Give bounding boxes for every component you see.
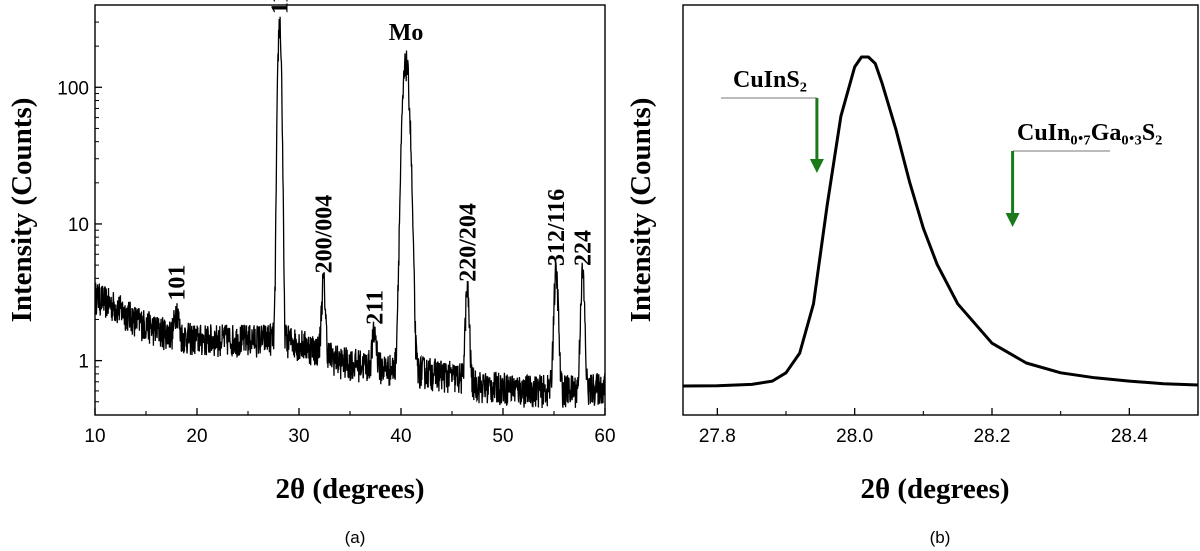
peak-label: 211 xyxy=(362,290,388,325)
x-tick-label: 60 xyxy=(594,426,615,447)
panel-b-ticks: 27.8 28.0 28.2 28.4 xyxy=(699,408,1199,447)
peak-label: Mo xyxy=(389,20,424,46)
panel-b-annotations: CuInS₂ CuIn₀.₇Ga₀.₃S₂ xyxy=(721,67,1162,227)
panel-b: 27.8 28.0 28.2 28.4 CuInS₂ CuIn₀.₇Ga₀.₃S₂ 2θ… xyxy=(625,4,1199,547)
x-tick-label: 50 xyxy=(492,426,513,447)
panel-a: 10 20 30 40 50 60 1 10 100 101 112 200/004 211 Mo 220… xyxy=(6,0,616,547)
peak-label: 224 xyxy=(571,230,597,266)
annotation-label-cuingas2: CuIn₀.₇Ga₀.₃S₂ xyxy=(1017,120,1162,146)
peak-label: 112 xyxy=(268,0,294,14)
panel-a-x-axis-title: 2θ (degrees) xyxy=(275,473,424,505)
peak-label: 101 xyxy=(165,265,191,301)
panel-b-frame xyxy=(682,4,1199,416)
panel-b-x-axis-title: 2θ (degrees) xyxy=(860,473,1009,505)
peak-label: 312/116 xyxy=(544,189,570,266)
x-tick-label: 30 xyxy=(288,426,309,447)
panel-a-y-axis-title: Intensity (Counts) xyxy=(6,98,38,323)
panel-a-ticks: 10 20 30 40 50 60 1 10 100 xyxy=(57,21,616,447)
panel-a-frame xyxy=(94,4,606,416)
panel-b-y-axis-title: Intensity (Counts) xyxy=(625,98,657,323)
annotation-label-cuins2: CuInS₂ xyxy=(733,67,807,93)
peak-label: 220/204 xyxy=(455,203,481,282)
x-tick-label: 20 xyxy=(186,426,207,447)
x-tick-label: 28.2 xyxy=(974,426,1011,447)
panel-b-peak-line xyxy=(683,55,1198,388)
y-tick-label: 1 xyxy=(78,352,89,373)
x-tick-label: 28.4 xyxy=(1111,426,1148,447)
x-tick-label: 28.0 xyxy=(836,426,873,447)
panel-a-spectrum-line xyxy=(95,16,605,409)
x-tick-label: 10 xyxy=(84,426,105,447)
panel-b-caption: (b) xyxy=(930,528,951,547)
x-tick-label: 40 xyxy=(390,426,411,447)
green-arrow-head xyxy=(1005,213,1020,227)
y-tick-label: 10 xyxy=(68,215,89,236)
panel-a-caption: (a) xyxy=(345,528,366,547)
peak-label: 200/004 xyxy=(311,195,337,274)
x-tick-label: 27.8 xyxy=(699,426,736,447)
green-arrow-head xyxy=(809,159,824,173)
y-tick-label: 100 xyxy=(57,78,89,99)
